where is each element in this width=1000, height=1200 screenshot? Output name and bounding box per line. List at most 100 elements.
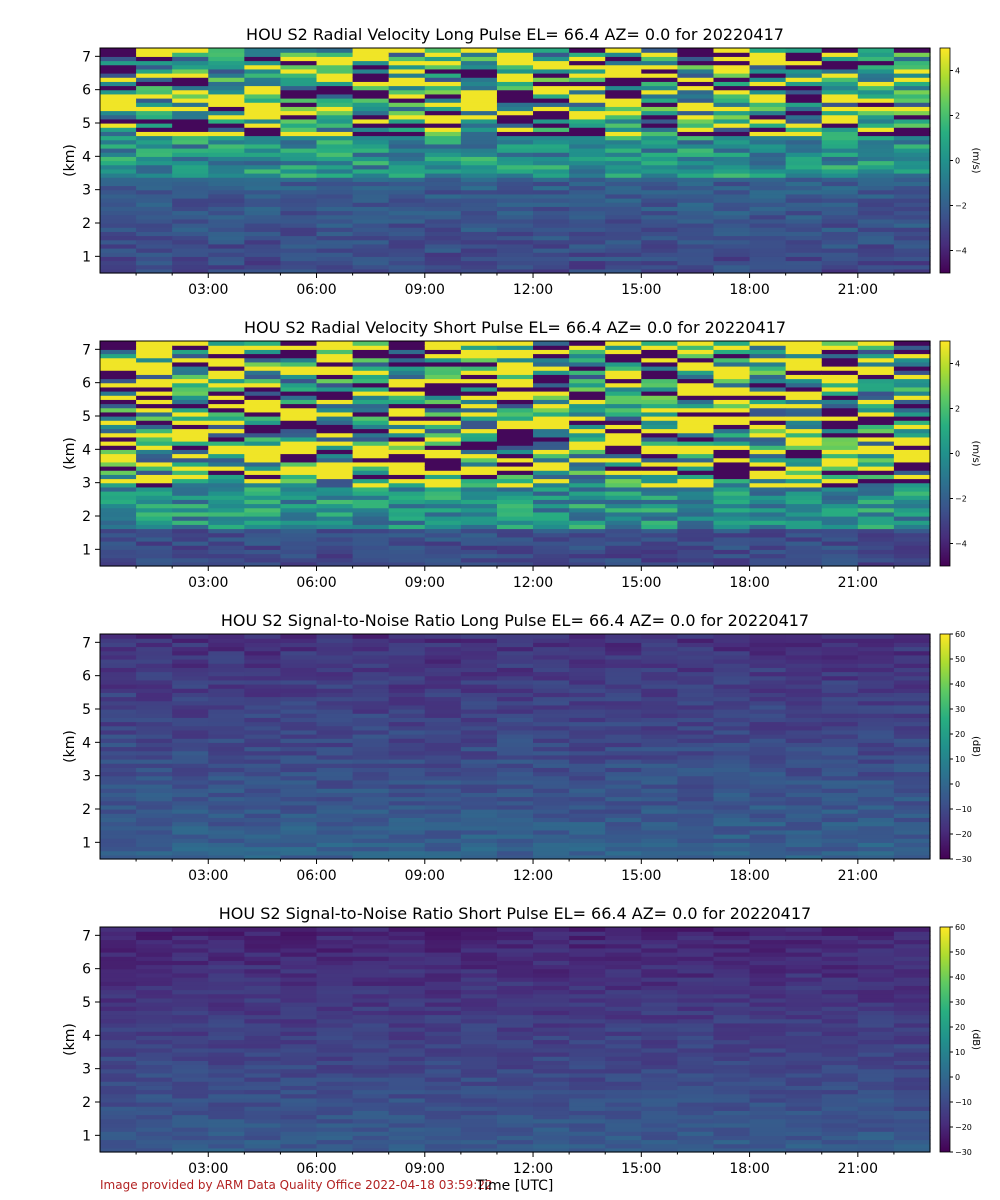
heatmap-cell [533, 1014, 570, 1020]
y-axis-label: (km) [62, 730, 78, 763]
heatmap-cell [100, 634, 137, 639]
heatmap-cell [388, 927, 426, 932]
heatmap-cell [496, 650, 534, 656]
heatmap-cell [208, 366, 245, 371]
heatmap-cell [569, 956, 606, 961]
heatmap-cell [641, 943, 678, 949]
heatmap-cell [569, 223, 606, 228]
heatmap-cell [605, 813, 642, 818]
heatmap-cell [100, 1022, 137, 1028]
heatmap-cell [533, 709, 570, 714]
heatmap-cell [821, 729, 859, 735]
heatmap-cell [244, 1006, 282, 1011]
heatmap-cell [569, 64, 606, 70]
heatmap-cell [388, 960, 426, 966]
heatmap-cell [605, 679, 642, 685]
heatmap-cell [208, 441, 245, 446]
heatmap-cell [352, 1139, 390, 1145]
heatmap-cell [424, 214, 462, 220]
heatmap-cell [605, 650, 642, 656]
heatmap-cell [208, 771, 245, 777]
heatmap-cell [172, 634, 209, 639]
heatmap-cell [677, 73, 715, 78]
heatmap-cell [893, 243, 931, 249]
heatmap-cell [821, 675, 859, 681]
chart-title: HOU S2 Signal-to-Noise Ratio Long Pulse … [221, 611, 809, 630]
heatmap-cell [857, 679, 895, 685]
heatmap-cell [316, 370, 354, 375]
heatmap-cell [641, 135, 678, 141]
heatmap-cell [208, 353, 245, 359]
heatmap-cell [244, 239, 282, 245]
heatmap-cell [677, 1097, 715, 1103]
heatmap-cell [388, 763, 426, 768]
heatmap-cell [857, 168, 895, 174]
heatmap-cell [100, 1027, 137, 1032]
heatmap-cell [136, 985, 173, 991]
heatmap-cell [316, 1002, 354, 1007]
y-tick-label: 1 [82, 835, 91, 851]
heatmap-cell [388, 152, 426, 157]
heatmap-cell [713, 675, 751, 681]
heatmap-cell [605, 81, 642, 87]
heatmap-cell [172, 927, 209, 932]
heatmap-cell [208, 977, 245, 982]
chart-panel-2: HOU S2 Radial Velocity Short Pulse EL= 6… [62, 318, 981, 591]
heatmap-cell [100, 353, 137, 359]
heatmap-cell [641, 391, 678, 396]
heatmap-cell [749, 532, 787, 538]
heatmap-cell [605, 729, 642, 735]
heatmap-cell [713, 943, 751, 949]
heatmap-cell [424, 734, 462, 739]
heatmap-cell [316, 654, 354, 660]
heatmap-cell [641, 52, 678, 57]
heatmap-cell [280, 1006, 318, 1011]
heatmap-cell [424, 553, 462, 559]
heatmap-cell [460, 981, 498, 986]
heatmap-cell [785, 189, 823, 195]
heatmap-cell [713, 654, 751, 660]
heatmap-cell [677, 825, 715, 831]
heatmap-cell [857, 663, 895, 668]
heatmap-cell [388, 663, 426, 668]
heatmap-cell [352, 1085, 390, 1091]
heatmap-cell [280, 642, 318, 648]
heatmap-cell [605, 524, 642, 530]
heatmap-cell [244, 713, 282, 718]
heatmap-cell [713, 742, 751, 748]
heatmap-cell [280, 528, 318, 534]
heatmap-cell [641, 813, 678, 818]
heatmap-cell [569, 357, 606, 363]
heatmap-cell [605, 48, 642, 53]
heatmap-cell [569, 788, 606, 793]
heatmap-cell [352, 977, 390, 982]
heatmap-cell [424, 256, 462, 262]
heatmap-cell [713, 1010, 751, 1016]
heatmap-cell [100, 366, 137, 371]
heatmap-cell [172, 545, 209, 550]
heatmap-cell [713, 353, 751, 359]
heatmap-cell [785, 424, 823, 430]
y-tick-label: 6 [82, 83, 91, 99]
heatmap-cell [605, 977, 642, 982]
heatmap-cell [677, 495, 715, 500]
heatmap-cell [352, 206, 390, 212]
heatmap-cell [244, 1014, 282, 1020]
heatmap-cell [785, 374, 823, 380]
heatmap-cell [821, 557, 859, 563]
heatmap-cell [569, 98, 606, 103]
heatmap-cell [460, 227, 498, 232]
heatmap-cell [316, 48, 354, 53]
heatmap-cell [280, 341, 318, 346]
heatmap-cell [388, 545, 426, 550]
heatmap-cell [460, 1114, 498, 1120]
heatmap-cell [388, 495, 426, 500]
heatmap-cell [496, 704, 534, 710]
heatmap-cell [244, 64, 282, 70]
heatmap-cell [388, 478, 426, 484]
heatmap-cell [785, 679, 823, 685]
y-tick-label: 3 [82, 476, 91, 492]
heatmap-cell [605, 557, 642, 563]
heatmap-cell [244, 750, 282, 756]
heatmap-cell [533, 1035, 570, 1041]
